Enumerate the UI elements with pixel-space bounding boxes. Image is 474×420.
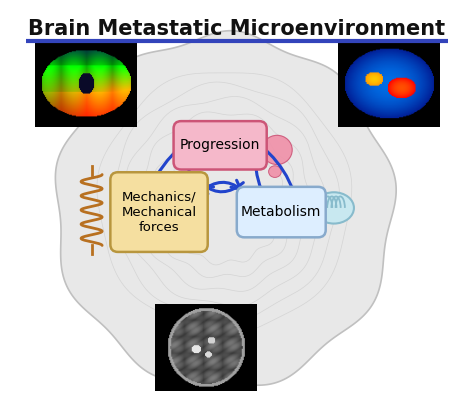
- Ellipse shape: [269, 166, 281, 178]
- FancyBboxPatch shape: [237, 187, 326, 237]
- Ellipse shape: [262, 135, 292, 165]
- PathPatch shape: [55, 31, 396, 385]
- Text: Mechanics/
Mechanical
forces: Mechanics/ Mechanical forces: [121, 191, 197, 234]
- Ellipse shape: [314, 192, 354, 223]
- Text: T1 MRI: T1 MRI: [200, 366, 240, 379]
- Text: Metabolic PET: Metabolic PET: [350, 52, 423, 62]
- FancyBboxPatch shape: [110, 172, 208, 252]
- Text: Progression: Progression: [180, 138, 260, 152]
- Text: Metabolism: Metabolism: [241, 205, 321, 219]
- FancyBboxPatch shape: [173, 121, 267, 170]
- Text: Brain Metastatic Microenvironment: Brain Metastatic Microenvironment: [28, 18, 446, 39]
- Text: MR Elastogram: MR Elastogram: [40, 52, 118, 62]
